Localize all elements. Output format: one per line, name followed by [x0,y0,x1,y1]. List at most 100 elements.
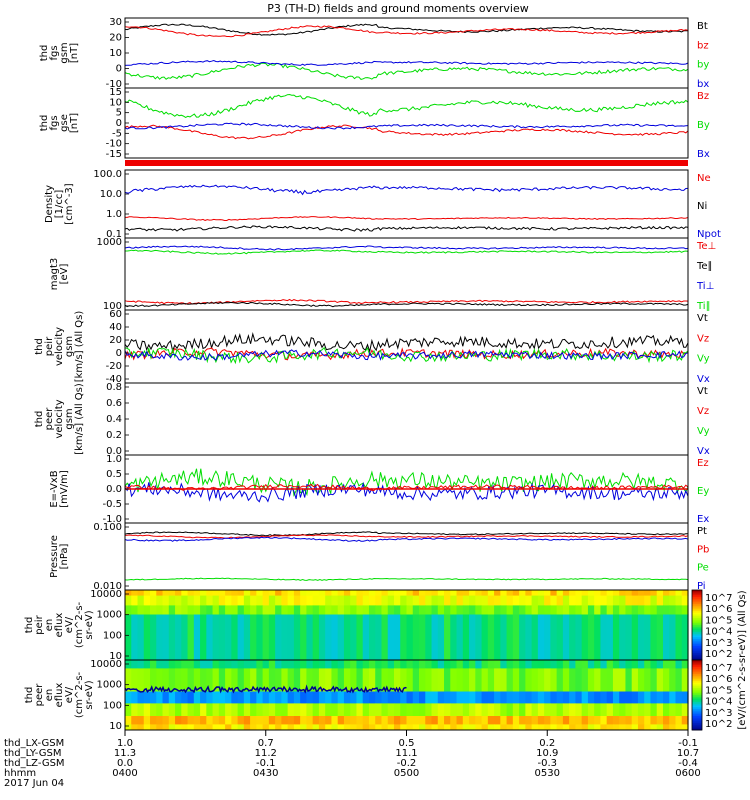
heatmap-cell [250,605,257,615]
heatmap-cell [431,691,439,704]
colorbar-tick-label: 10^6 [705,604,732,615]
heatmap-cell [356,691,364,704]
heatmap-cell [162,660,170,669]
heatmap-cell [287,605,295,615]
heatmap-cell [612,716,620,725]
heatmap-cell [619,668,627,692]
heatmap-cell [562,724,570,731]
heatmap-cell [425,595,433,606]
heatmap-cell [312,703,320,717]
heatmap-cell [212,590,220,596]
y-axis-label-line: thd [24,617,35,634]
heatmap-cell [494,660,501,669]
heatmap-cell [175,724,182,731]
heatmap-cell [644,614,652,661]
heatmap-cell [137,595,145,606]
heatmap-cell [262,605,270,615]
heatmap-cell [581,724,589,731]
heatmap-cell [150,660,157,669]
series-line-Ti∥ [125,249,689,255]
heatmap-cell [637,614,645,661]
y-axis-label-line: thd [39,115,50,132]
heatmap-cell [569,716,576,725]
x-tick-label: 0.7 [258,738,274,749]
colorbar-segment [692,649,702,652]
heatmap-cell [368,703,376,717]
legend-entry: Vx [697,446,710,457]
heatmap-cell [231,716,239,725]
heatmap-cell [531,590,539,596]
legend-entry: Vz [697,406,709,417]
y-axis-label: magt3 [eV] [49,258,70,291]
heatmap-cell [669,660,677,669]
heatmap-cell [544,605,551,615]
y-axis-label-line: gse [59,114,70,132]
heatmap-cell [562,595,570,606]
heatmap-cell [512,703,520,717]
legend-entry: Vy [697,426,710,437]
heatmap-cell [400,703,408,717]
heatmap-cell [362,595,370,606]
heatmap-cell [387,668,395,692]
heatmap-cell [506,605,514,615]
y-tick-label: 0.0 [106,446,122,457]
heatmap-cell [137,605,145,615]
heatmap-cell [287,716,295,725]
heatmap-cell [325,703,333,717]
heatmap-cell [256,660,264,669]
heatmap-cell [350,660,358,669]
series-line-Ey [124,468,689,497]
y-axis-label-line: [nPa] [59,543,70,569]
heatmap-cell [162,703,170,717]
heatmap-cell [431,724,439,731]
heatmap-cell [400,724,408,731]
heatmap-cell [300,614,308,661]
heatmap-cell [569,703,576,717]
colorbar-segment [692,686,702,689]
colorbar-segment [692,703,702,706]
heatmap-cell [612,590,620,596]
colorbar-segment [692,660,702,663]
y-tick-label: 0.6 [106,398,122,409]
plot-title: P3 (TH-D) fields and ground moments over… [267,2,529,15]
heatmap-cell [656,716,664,725]
heatmap-cell [375,668,383,692]
legend-entry: Ez [697,458,709,469]
colorbar-segment [692,689,702,692]
heatmap-cell [337,595,345,606]
heatmap-cell [137,703,145,717]
heatmap-cell [637,716,645,725]
heatmap-cell [556,605,564,615]
heatmap-cell [444,614,451,661]
heatmap-cell [481,614,489,661]
heatmap-cell [387,691,395,704]
heatmap-cell [500,716,508,725]
series-line-by [124,62,689,80]
heatmap-cell [393,691,401,704]
heatmap-cell [137,668,145,692]
legend-entry: Pe [697,563,709,574]
colorbar-segment [692,670,702,673]
heatmap-cell [368,595,376,606]
x-tick-label: 1.0 [117,738,133,749]
heatmap-cell [356,595,364,606]
y-tick-label: -20 [106,361,122,372]
heatmap-cell [143,590,151,596]
heatmap-cell [562,668,570,692]
heatmap-cell [675,605,683,615]
y-tick-label: -15 [106,149,122,160]
y-axis-label-line: E=-VxB [49,470,60,507]
heatmap-cell [569,691,576,704]
heatmap-cell [293,605,301,615]
heatmap-cell [306,716,314,725]
heatmap-cell [231,668,239,692]
heatmap-cell [256,703,264,717]
heatmap-cell [225,605,232,615]
legend-entry: Vz [697,333,709,344]
y-axis-label-line: [km/s] (All Qs) [74,311,85,383]
heatmap-cell [450,590,458,596]
heatmap-cell [644,716,652,725]
heatmap-cell [287,590,295,596]
heatmap-cell [650,595,658,606]
heatmap-cell [212,660,220,669]
